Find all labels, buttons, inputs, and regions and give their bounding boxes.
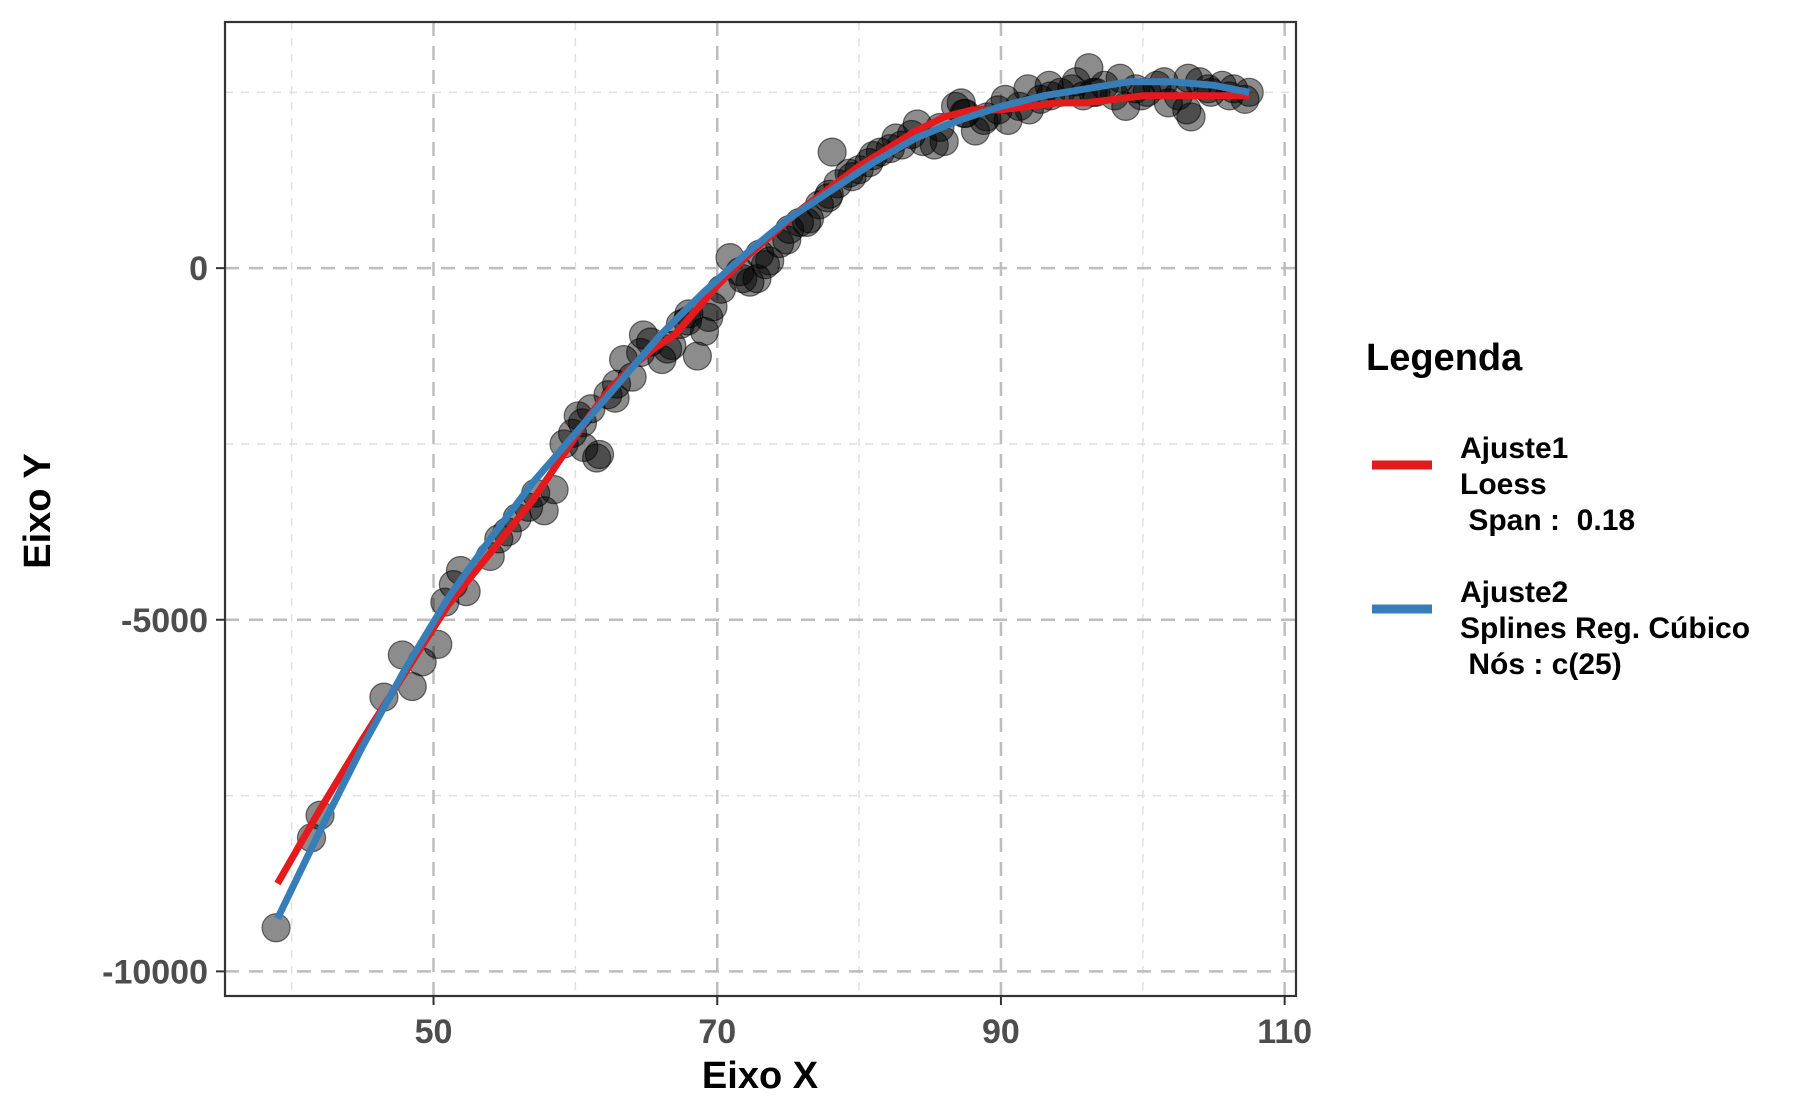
y-tick-label: -10000: [102, 953, 208, 991]
fit-lines: [274, 78, 1250, 921]
data-point: [817, 137, 847, 167]
data-point: [694, 302, 724, 332]
y-tick-label: -5000: [121, 602, 208, 640]
x-tick-label: 70: [698, 1013, 736, 1051]
plot-panel-border: [223, 20, 1298, 998]
data-points: [261, 53, 1264, 943]
grid-major: [225, 22, 1296, 996]
data-point: [755, 246, 785, 276]
x-tick-label: 110: [1257, 1013, 1312, 1051]
legend-label-line: Ajuste2: [1460, 576, 1568, 609]
y-axis-title: Eixo Y: [17, 453, 59, 568]
data-point: [261, 913, 291, 943]
legend-label-line: Loess: [1460, 468, 1547, 501]
data-point: [1074, 53, 1104, 83]
data-point: [742, 264, 772, 294]
legend-label-line: Ajuste1: [1460, 432, 1568, 465]
data-point: [582, 443, 612, 473]
y-tick-label: 0: [189, 250, 208, 288]
grid-minor: [225, 22, 1296, 996]
data-point: [1176, 102, 1206, 132]
legend-label-line: Nós : c(25): [1460, 648, 1622, 681]
x-axis-ticks: 50 70 90 110: [415, 996, 1312, 1051]
data-point: [750, 250, 781, 280]
fit-line-ajuste2: [274, 78, 1250, 921]
y-axis-ticks: -10000 -5000 0: [102, 250, 225, 991]
legend-label-line: Span : 0.18: [1460, 504, 1635, 537]
x-axis-title: Eixo X: [702, 1055, 819, 1097]
legend-title: Legenda: [1366, 337, 1523, 379]
fit-line-ajuste1: [274, 92, 1250, 886]
x-tick-label: 90: [982, 1013, 1020, 1051]
data-point: [682, 341, 712, 371]
x-tick-label: 50: [415, 1013, 453, 1051]
legend-label-line: Splines Reg. Cúbico: [1460, 612, 1750, 645]
